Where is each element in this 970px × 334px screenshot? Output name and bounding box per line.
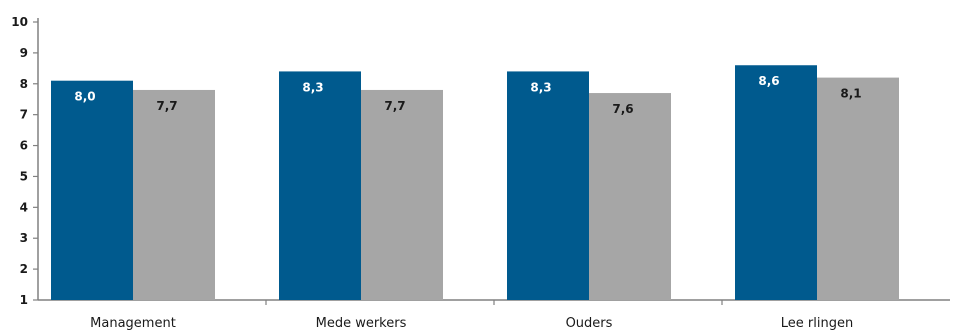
bar [361,89,443,300]
data-label: 8,0 [74,90,95,104]
x-tick-label: Management [90,316,176,331]
bar [279,71,361,300]
bar [51,80,133,300]
bars [51,65,899,301]
data-label: 7,7 [156,99,177,113]
y-tick-label: 3 [20,231,28,245]
y-tick-label: 6 [20,139,28,153]
y-tick-label: 5 [20,169,28,183]
y-tick-label: 2 [20,262,28,276]
data-label: 7,6 [612,102,633,116]
y-tick-label: 1 [20,293,28,307]
data-label: 8,1 [840,87,861,101]
y-tick-label: 4 [20,200,28,214]
x-ticks: Management Mede werkers Ouders Lee rlingen [90,300,853,331]
y-tick-label: 8 [20,77,28,91]
bar [133,89,215,300]
data-label: 8,3 [302,80,323,94]
x-tick-label: Mede werkers [316,316,407,331]
data-label: 8,6 [758,74,779,88]
x-tick-label: Lee rlingen [781,316,853,331]
data-label: 7,7 [384,99,405,113]
bar [817,77,899,300]
data-label: 8,3 [530,80,551,94]
y-ticks: 1 2 3 4 5 6 7 8 9 10 [11,15,38,307]
bar [507,71,589,300]
y-tick-label: 7 [20,108,28,122]
y-tick-label: 9 [20,46,28,60]
data-labels: 8,0 8,3 8,3 8,6 7,7 7,7 7,6 8,1 [74,74,861,116]
bar [589,93,671,301]
bar [735,65,817,300]
x-tick-label: Ouders [566,316,613,331]
y-tick-label: 10 [11,15,28,29]
